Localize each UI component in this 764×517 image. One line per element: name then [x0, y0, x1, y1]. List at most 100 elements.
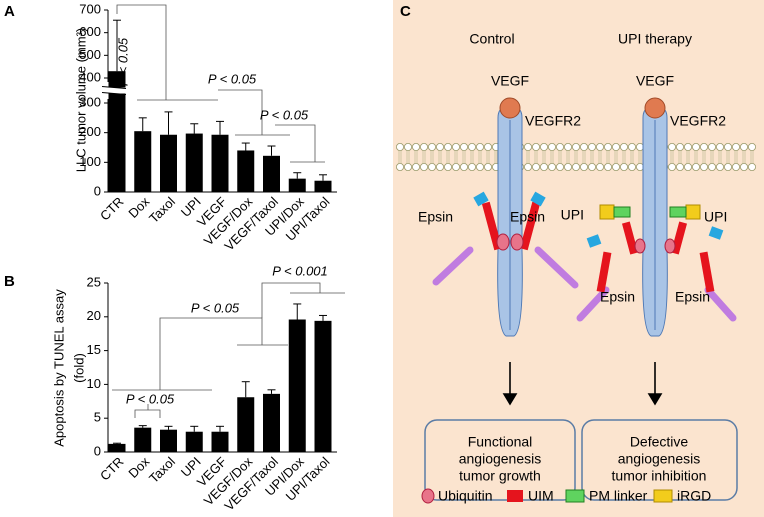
lipid-tail: [486, 151, 490, 163]
lipid-head: [411, 162, 420, 171]
bar: [160, 429, 177, 452]
significance: P < 0.05: [208, 71, 257, 86]
bar: [288, 178, 306, 192]
lipid-head: [467, 142, 476, 151]
label: VEGF: [491, 73, 529, 89]
lipid-head: [580, 162, 589, 171]
lipid-head: [443, 162, 452, 171]
y-axis-label: (fold): [71, 353, 86, 383]
irgd: [685, 204, 701, 220]
lipid-head: [676, 142, 685, 151]
lipid-head: [524, 162, 533, 171]
lipid-tail: [550, 151, 554, 163]
bar: [108, 71, 126, 192]
axis-break-mark: [101, 92, 127, 95]
lipid-head: [724, 142, 733, 151]
lipid-head: [451, 142, 460, 151]
label: Epsin: [600, 289, 635, 305]
lipid-head: [580, 142, 589, 151]
lipid-tail: [438, 151, 442, 163]
lipid-head: [451, 162, 460, 171]
ent-domain: [708, 226, 724, 240]
lipid-head: [395, 142, 404, 151]
y-tick-label: 500: [79, 47, 101, 62]
label: UPI: [704, 209, 727, 225]
epsin-tail: [576, 286, 737, 322]
arrow: [502, 362, 518, 406]
lipid-tail: [622, 151, 626, 163]
bar: [134, 427, 152, 452]
lipid-tail: [398, 151, 402, 163]
legend-label: iRGD: [677, 488, 711, 504]
lipid-head: [620, 142, 629, 151]
legend-swatch: [421, 488, 435, 504]
lipid-head: [443, 142, 452, 151]
axis-break: [102, 87, 126, 94]
legend-label: PM linker: [589, 488, 648, 504]
lipid-head: [716, 142, 725, 151]
lipid-head: [668, 162, 677, 171]
outcome: angiogenesis: [618, 451, 701, 467]
lipid-tail: [686, 151, 690, 163]
panel-label: B: [4, 273, 15, 290]
lipid-head: [467, 162, 476, 171]
lipid-head: [692, 142, 701, 151]
lipid-head: [740, 142, 749, 151]
y-tick-label: 25: [87, 274, 101, 289]
outcome: Functional: [468, 434, 533, 450]
ent-domain: [530, 191, 546, 207]
bar: [237, 150, 255, 192]
lipid-head: [403, 142, 412, 151]
x-tick-label: CTR: [97, 454, 126, 483]
bar: [134, 131, 152, 192]
lipid-head: [572, 162, 581, 171]
legend-swatch: [507, 490, 523, 502]
lipid-tail: [446, 151, 450, 163]
lipid-head: [668, 142, 677, 151]
lipid-tail: [590, 151, 594, 163]
x-tick-label: Taxol: [146, 454, 178, 486]
lipid-head: [604, 162, 613, 171]
lipid-tail: [750, 151, 754, 163]
lipid-tail: [582, 151, 586, 163]
epsin-tail: [432, 246, 579, 289]
lipid-tail: [462, 151, 466, 163]
bar: [288, 319, 306, 452]
lipid-tail: [702, 151, 706, 163]
lipid-head: [475, 142, 484, 151]
uim: [699, 251, 715, 293]
bracket: [261, 282, 345, 318]
lipid-head: [596, 162, 605, 171]
lipid-head: [540, 162, 549, 171]
brackets-a: [116, 4, 325, 163]
label: VEGFR2: [670, 113, 726, 129]
label: Epsin: [418, 209, 453, 225]
y-tick-label: 0: [94, 443, 101, 458]
lipid-tail: [598, 151, 602, 163]
legend-label: Ubiquitin: [438, 488, 492, 504]
y-tick-label: 100: [79, 154, 101, 169]
lipid-tail: [614, 151, 618, 163]
lipid-tail: [430, 151, 434, 163]
lipid-head: [700, 162, 709, 171]
lipid-head: [419, 162, 428, 171]
outcome: tumor inhibition: [612, 468, 707, 484]
lipid-head: [748, 162, 757, 171]
lipid-head: [628, 142, 637, 151]
y-tick-label: 300: [79, 94, 101, 109]
lipid-tail: [742, 151, 746, 163]
lipid-tail: [638, 151, 642, 163]
irgd: [599, 204, 615, 220]
uim: [596, 251, 612, 293]
x-tick-label: CTR: [97, 194, 126, 223]
lipid-head: [556, 142, 565, 151]
lipid-tail: [406, 151, 410, 163]
lipid-head: [427, 162, 436, 171]
lipid-head: [411, 142, 420, 151]
lipid-head: [596, 142, 605, 151]
lipid-head: [475, 162, 484, 171]
bar: [237, 397, 255, 452]
column-title: UPI therapy: [618, 31, 692, 47]
uim: [621, 221, 639, 255]
